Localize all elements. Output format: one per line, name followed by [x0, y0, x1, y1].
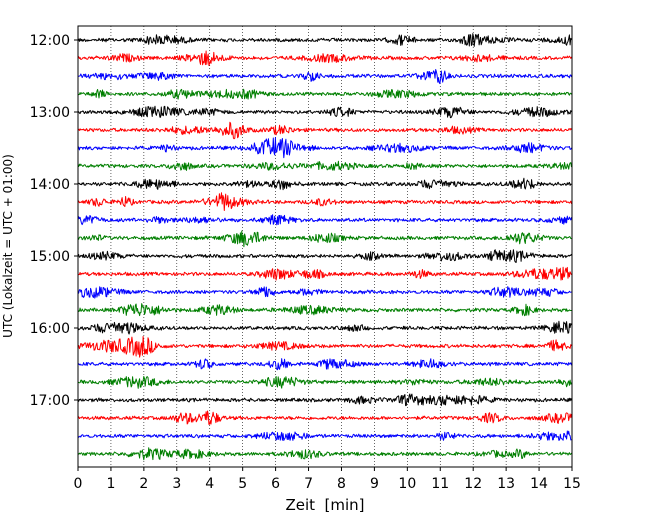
- y-tick-label: 17:00: [30, 393, 70, 409]
- x-tick-label: 7: [304, 476, 313, 492]
- x-tick-label: 2: [139, 476, 148, 492]
- trace-1330: [77, 136, 572, 159]
- x-tick-label: 12: [464, 476, 482, 492]
- x-tick-label: 8: [337, 476, 346, 492]
- trace-1545: [77, 303, 572, 317]
- y-tick-label: 14:00: [30, 177, 70, 193]
- plot-frame: [77, 25, 573, 468]
- y-tick-label: 15:00: [30, 249, 70, 265]
- y-axis-label: UTC (Lokalzeit = UTC + 01:00): [1, 154, 15, 338]
- y-tick-label: 16:00: [30, 321, 70, 337]
- trace-1245: [77, 88, 572, 100]
- x-tick-label: 9: [370, 476, 379, 492]
- x-tick-label: 6: [271, 476, 280, 492]
- trace-1700: [77, 393, 572, 407]
- trace-1515: [77, 266, 572, 281]
- x-tick-label: 11: [431, 476, 449, 492]
- trace-1430: [77, 214, 572, 226]
- x-tick-label: 15: [563, 476, 581, 492]
- x-tick-label: 13: [497, 476, 515, 492]
- x-axis: 0 1 2 3 4 5 6 7 8 9 10 11 12 13 14 15: [74, 467, 581, 492]
- trace-1300: [77, 105, 572, 119]
- trace-1315: [77, 121, 572, 140]
- trace-1730: [77, 430, 572, 441]
- trace-1215: [77, 50, 572, 67]
- trace-1645: [77, 375, 572, 389]
- trace-1415: [77, 192, 572, 211]
- x-tick-label: 0: [74, 476, 83, 492]
- trace-1200: [77, 33, 572, 47]
- trace-1600: [77, 320, 572, 335]
- trace-1500: [77, 249, 572, 263]
- x-axis-label: Zeit [min]: [285, 496, 364, 514]
- trace-1530: [77, 286, 572, 299]
- trace-1745: [77, 447, 572, 461]
- trace-1715: [77, 410, 572, 425]
- trace-1400: [77, 177, 572, 191]
- trace-1615: [77, 335, 572, 358]
- x-tick-label: 1: [106, 476, 115, 492]
- x-tick-label: 4: [205, 476, 214, 492]
- trace-1345: [77, 160, 572, 171]
- trace-1445: [77, 230, 572, 248]
- x-tick-label: 14: [530, 476, 548, 492]
- trace-layer: [77, 33, 572, 461]
- x-tick-label: 10: [398, 476, 416, 492]
- y-tick-label: 13:00: [30, 105, 70, 121]
- y-tick-label: 12:00: [30, 33, 70, 49]
- trace-1230: [77, 69, 572, 85]
- trace-1630: [77, 358, 572, 371]
- x-tick-label: 5: [238, 476, 247, 492]
- x-tick-label: 3: [172, 476, 181, 492]
- y-axis: 12:00 13:00 14:00 15:00 16:00 17:00: [30, 33, 78, 409]
